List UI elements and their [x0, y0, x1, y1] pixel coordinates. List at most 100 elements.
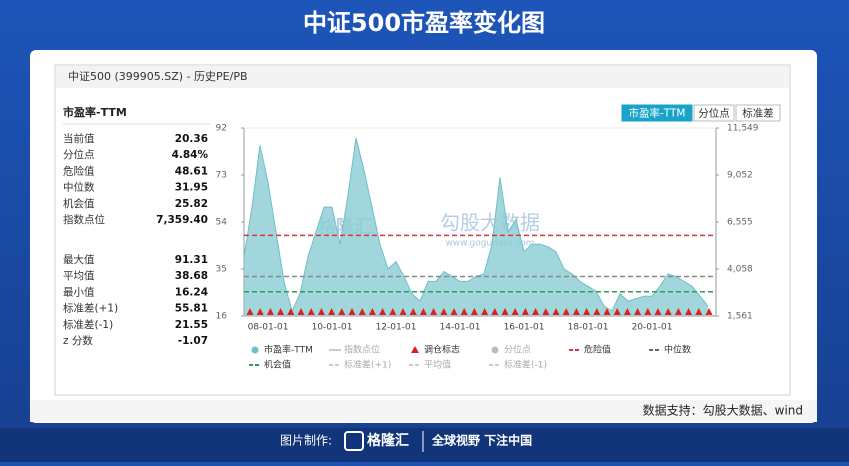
legend-label: 机会值: [264, 359, 291, 371]
y2-tick-label: 4,058: [727, 265, 753, 275]
made-by: 图片制作:: [280, 434, 332, 448]
page-title: 中证500市盈率变化图: [303, 9, 545, 37]
tab[interactable]: [621, 104, 693, 122]
slogan: 全球视野 下注中国: [431, 433, 532, 448]
adjust-marker: [358, 308, 366, 315]
adjust-marker: [348, 308, 356, 315]
x-tick-label: 12-01-01: [376, 323, 417, 333]
tab[interactable]: [693, 104, 735, 122]
adjust-marker: [409, 308, 417, 315]
stat-label: 最小值: [63, 285, 95, 298]
stat-label: 分位点: [63, 148, 95, 161]
logo-icon: [344, 431, 364, 451]
stat-value: 38.68: [175, 270, 208, 282]
legend-label: 平均值: [424, 359, 451, 371]
adjust-marker: [368, 308, 376, 315]
stat-value: 48.61: [175, 165, 208, 177]
adjust-marker: [389, 308, 397, 315]
area: [244, 137, 708, 316]
tab-label[interactable]: 标准差: [742, 107, 774, 120]
tab[interactable]: [735, 104, 781, 122]
stat-label: 标准差(+1): [63, 302, 118, 315]
x-tick-label: 20-01-01: [632, 323, 673, 333]
adjust-marker: [450, 308, 458, 315]
adjust-marker: [685, 308, 693, 315]
y2-tick-label: 11,549: [727, 124, 759, 134]
y2-tick-label: 6,555: [727, 218, 753, 228]
y-tick-label: 73: [216, 171, 227, 181]
adjust-marker: [297, 308, 305, 315]
adjust-marker: [430, 308, 438, 315]
stat-value: 55.81: [175, 303, 208, 315]
adjust-marker: [317, 308, 325, 315]
panel-header-bg: [56, 66, 789, 88]
y2-tick-label: 1,561: [727, 312, 753, 322]
adjust-marker: [307, 308, 315, 315]
adjust-marker: [572, 308, 580, 315]
adjust-marker: [419, 308, 427, 315]
legend-label: 危险值: [584, 344, 611, 356]
legend-label: 分位点: [504, 344, 531, 356]
adjust-marker: [521, 308, 529, 315]
adjust-marker: [664, 308, 672, 315]
adjust-marker: [491, 308, 499, 315]
stats-title: 市盈率-TTM: [63, 105, 127, 119]
stat-value: 91.31: [175, 254, 208, 266]
legend-label: 调仓标志: [424, 344, 460, 356]
adjust-marker: [532, 308, 540, 315]
stat-value: 4.84%: [172, 149, 209, 161]
adjust-marker: [583, 308, 591, 315]
stat-label: 标准差(-1): [63, 318, 113, 331]
adjust-marker: [287, 308, 295, 315]
legend-symbol: [491, 346, 499, 354]
adjust-marker: [695, 308, 703, 315]
adjust-marker: [460, 308, 468, 315]
tab-label[interactable]: 市盈率-TTM: [629, 107, 686, 120]
x-tick-label: 16-01-01: [504, 323, 545, 333]
adjust-marker: [705, 308, 713, 315]
y2-tick-label: 9,052: [727, 171, 753, 181]
adjust-marker: [511, 308, 519, 315]
adjust-marker: [379, 308, 387, 315]
logo: 格隆汇: [367, 432, 409, 449]
legend-label: 指数点位: [344, 344, 380, 356]
adjust-marker: [501, 308, 509, 315]
adjust-marker: [613, 308, 621, 315]
stat-label: 指数点位: [63, 213, 105, 226]
stat-label: 最大值: [63, 253, 95, 266]
adjust-marker: [654, 308, 662, 315]
legend-symbol: [251, 346, 259, 354]
adjust-marker: [266, 308, 274, 315]
tab-label[interactable]: 分位点: [698, 107, 730, 120]
adjust-marker: [593, 308, 601, 315]
stat-value: 21.55: [175, 319, 208, 331]
adjust-marker: [328, 308, 336, 315]
legend-label: 中位数: [664, 344, 691, 356]
legend-label: 市盈率-TTM: [264, 344, 313, 356]
watermark: www.gogudata.com: [445, 239, 534, 249]
y-tick-label: 54: [216, 218, 228, 228]
stat-value: 31.95: [175, 182, 208, 194]
stat-label: 中位数: [63, 181, 95, 194]
footer-bar: [0, 428, 849, 462]
adjust-marker: [277, 308, 285, 315]
adjust-marker: [623, 308, 631, 315]
y-tick-label: 16: [216, 312, 228, 322]
source-bar: [30, 400, 817, 422]
adjust-marker: [552, 308, 560, 315]
stat-value: 16.24: [175, 286, 208, 298]
adjust-marker: [634, 308, 642, 315]
stat-label: 危险值: [63, 164, 95, 177]
adjust-marker: [644, 308, 652, 315]
adjust-marker: [246, 308, 254, 315]
source: 数据支持：勾股大数据、wind: [643, 403, 803, 418]
adjust-marker: [470, 308, 478, 315]
panel-header: 中证500 (399905.SZ) - 历史PE/PB: [68, 70, 248, 83]
y-tick-label: 92: [216, 124, 227, 134]
stat-label: 平均值: [63, 269, 95, 282]
x-tick-label: 18-01-01: [568, 323, 609, 333]
adjust-marker: [440, 308, 448, 315]
legend-label: 标准差(+1): [344, 359, 391, 371]
legend-label: 标准差(-1): [504, 359, 547, 371]
